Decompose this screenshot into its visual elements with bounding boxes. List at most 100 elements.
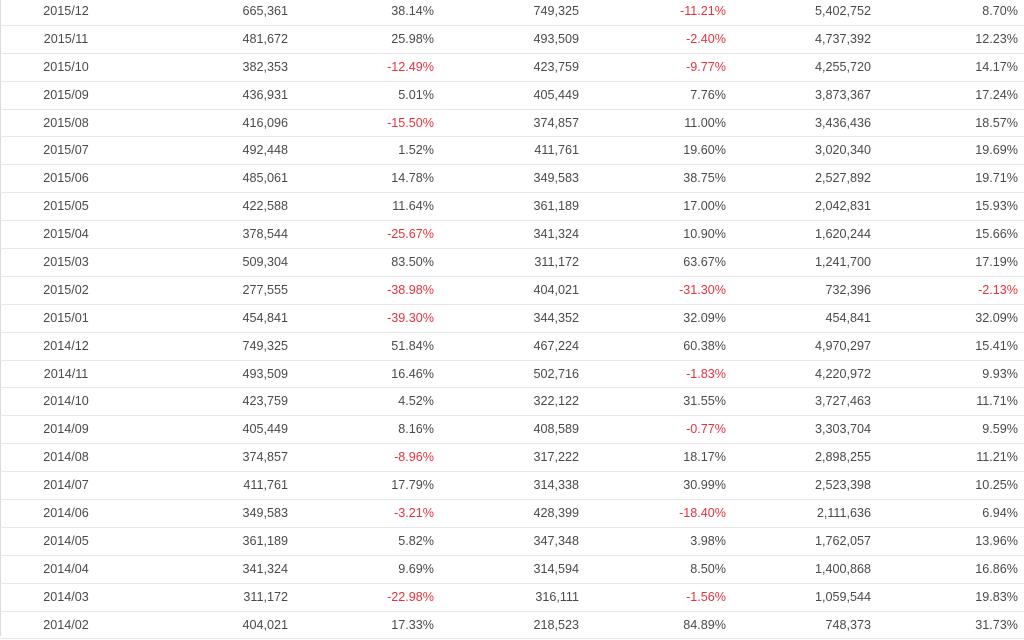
value-a-cell: 341,324 xyxy=(242,561,288,576)
cumulative-cell: 4,970,297 xyxy=(814,338,871,353)
change-b-cell: 3.98% xyxy=(690,533,726,548)
cumulative-change-cell: 19.69% xyxy=(975,143,1018,158)
value-b-cell: 423,759 xyxy=(533,59,579,74)
cumulative-change-cell: 15.66% xyxy=(975,227,1018,242)
month-cell: 2015/03 xyxy=(43,255,89,270)
cumulative-cell: 2,111,636 xyxy=(816,506,871,521)
value-a-cell: 436,931 xyxy=(242,87,288,102)
cumulative-change-cell: 19.71% xyxy=(975,171,1018,186)
change-b-cell: 32.09% xyxy=(683,310,726,325)
value-a-cell: 493,509 xyxy=(242,366,288,381)
table-left-border xyxy=(0,0,1,636)
month-cell: 2014/08 xyxy=(43,450,89,465)
value-b-cell: 314,338 xyxy=(533,478,579,493)
cumulative-cell: 2,527,892 xyxy=(814,171,871,186)
month-cell: 2015/08 xyxy=(43,115,89,130)
change-a-cell: -3.21% xyxy=(394,506,434,521)
month-cell: 2015/06 xyxy=(43,171,89,186)
change-a-cell: 83.50% xyxy=(391,255,434,270)
value-b-cell: 311,172 xyxy=(534,255,579,270)
cumulative-cell: 3,873,367 xyxy=(814,87,871,102)
cumulative-cell: 1,762,057 xyxy=(814,533,871,548)
cumulative-change-cell: 32.09% xyxy=(975,310,1018,325)
month-cell: 2015/10 xyxy=(43,59,89,74)
value-b-cell: 405,449 xyxy=(533,87,579,102)
value-b-cell: 344,352 xyxy=(533,310,579,325)
value-b-cell: 349,583 xyxy=(533,171,579,186)
month-cell: 2014/05 xyxy=(43,533,89,548)
change-b-cell: -0.77% xyxy=(686,422,726,437)
cumulative-change-cell: 19.83% xyxy=(975,589,1018,604)
change-a-cell: 9.69% xyxy=(398,561,434,576)
change-a-cell: 17.33% xyxy=(391,617,434,632)
cumulative-cell: 4,255,720 xyxy=(814,59,871,74)
month-cell: 2015/09 xyxy=(43,87,89,102)
value-b-cell: 361,189 xyxy=(533,199,579,214)
cumulative-change-cell: 16.86% xyxy=(975,561,1018,576)
cumulative-cell: 3,303,704 xyxy=(814,422,871,437)
value-a-cell: 749,325 xyxy=(242,338,288,353)
change-a-cell: 5.82% xyxy=(398,533,434,548)
change-a-cell: 16.46% xyxy=(391,366,434,381)
table-row: 2014/07 411,761 17.79% 314,338 30.99% 2,523,3… xyxy=(0,472,1024,501)
cumulative-change-cell: 14.17% xyxy=(975,59,1018,74)
month-cell: 2015/11 xyxy=(43,31,89,46)
value-b-cell: 408,589 xyxy=(533,422,579,437)
value-b-cell: 493,509 xyxy=(533,31,579,46)
change-b-cell: 38.75% xyxy=(683,171,726,186)
value-a-cell: 665,361 xyxy=(242,4,288,18)
value-a-cell: 374,857 xyxy=(242,450,288,465)
change-b-cell: 19.60% xyxy=(683,143,726,158)
value-b-cell: 428,399 xyxy=(533,506,579,521)
month-cell: 2015/01 xyxy=(43,310,89,325)
cumulative-change-cell: 9.93% xyxy=(982,366,1018,381)
table-row: 2015/09 436,931 5.01% 405,449 7.76% 3,873,367… xyxy=(0,82,1024,110)
cumulative-cell: 748,373 xyxy=(825,617,871,632)
month-cell: 2014/10 xyxy=(43,394,89,409)
value-b-cell: 317,222 xyxy=(533,450,579,465)
cumulative-cell: 732,396 xyxy=(825,282,871,297)
month-cell: 2015/07 xyxy=(43,143,89,158)
value-b-cell: 411,761 xyxy=(534,143,579,158)
table-row: 2015/10 382,353 -12.49% 423,759 -9.77% 4,255,… xyxy=(0,54,1024,82)
value-a-cell: 481,672 xyxy=(242,31,288,46)
table-row: 2014/09 405,449 8.16% 408,589 -0.77% 3,303,70… xyxy=(0,416,1024,445)
cumulative-cell: 1,059,544 xyxy=(814,589,871,604)
value-a-cell: 277,555 xyxy=(242,282,288,297)
cumulative-cell: 454,841 xyxy=(825,310,871,325)
month-cell: 2014/06 xyxy=(43,506,89,521)
change-a-cell: 17.79% xyxy=(391,478,434,493)
change-a-cell: -22.98% xyxy=(387,589,434,604)
cumulative-cell: 5,402,752 xyxy=(814,4,871,18)
change-b-cell: 17.00% xyxy=(683,199,726,214)
cumulative-cell: 1,400,868 xyxy=(814,561,871,576)
value-b-cell: 347,348 xyxy=(533,533,579,548)
change-b-cell: -11.21% xyxy=(680,4,726,18)
cumulative-change-cell: 8.70% xyxy=(982,4,1018,18)
value-b-cell: 374,857 xyxy=(533,115,579,130)
change-b-cell: 63.67% xyxy=(683,255,726,270)
cumulative-cell: 2,042,831 xyxy=(814,199,871,214)
value-a-cell: 349,583 xyxy=(242,506,288,521)
table-row: 2015/03 509,304 83.50% 311,172 63.67% 1,241,7… xyxy=(0,249,1024,277)
change-a-cell: 1.52% xyxy=(398,143,434,158)
change-b-cell: -1.56% xyxy=(686,589,726,604)
month-cell: 2015/05 xyxy=(43,199,89,214)
month-cell: 2014/02 xyxy=(43,617,89,632)
change-a-cell: -39.30% xyxy=(387,310,434,325)
table-row: 2014/02 404,021 17.33% 218,523 84.89% 748,373… xyxy=(0,612,1024,640)
value-a-cell: 411,761 xyxy=(243,478,288,493)
value-a-cell: 405,449 xyxy=(242,422,288,437)
value-b-cell: 322,122 xyxy=(533,394,579,409)
change-a-cell: 4.52% xyxy=(398,394,434,409)
month-cell: 2015/04 xyxy=(43,227,89,242)
change-b-cell: -31.30% xyxy=(679,282,726,297)
change-b-cell: 60.38% xyxy=(683,338,726,353)
value-a-cell: 404,021 xyxy=(242,617,288,632)
cumulative-change-cell: 10.25% xyxy=(975,478,1018,493)
change-b-cell: 8.50% xyxy=(690,561,726,576)
table-row: 2014/12 749,325 51.84% 467,224 60.38% 4,970,2… xyxy=(0,333,1024,361)
value-a-cell: 361,189 xyxy=(242,533,288,548)
value-a-cell: 423,759 xyxy=(242,394,288,409)
